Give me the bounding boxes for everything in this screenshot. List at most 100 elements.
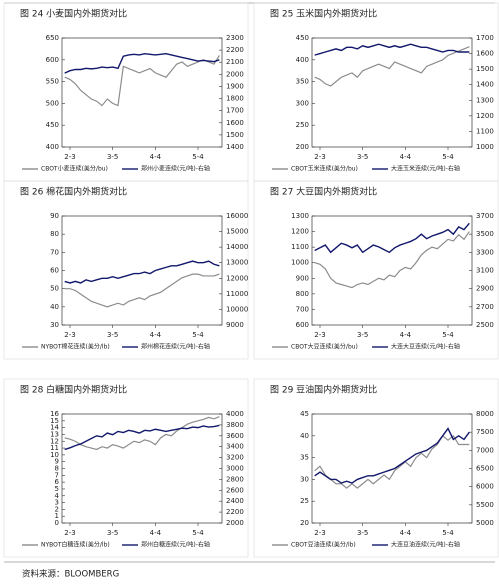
x-tick-label: 5-4 — [442, 153, 454, 161]
legend-label: CBOT小麦连续(美分/bu) — [41, 165, 108, 173]
y-tick-label: 0 — [55, 519, 59, 527]
legend-label: 大连大豆连续(元/吨)-右轴 — [391, 343, 460, 351]
y-tick-label: 5 — [55, 485, 59, 493]
x-tick-label: 3-5 — [357, 529, 368, 537]
y2-tick-label: 2800 — [226, 475, 244, 483]
y-tick-label: 4 — [55, 492, 60, 500]
x-tick-label: 2-3 — [64, 331, 75, 339]
plot-frame — [61, 413, 223, 524]
y2-tick-label: 6000 — [476, 483, 494, 491]
y2-tick-label: 5000 — [476, 519, 494, 527]
y2-tick-label: 12000 — [226, 274, 248, 282]
y-tick-label: 50 — [50, 285, 59, 293]
series-line — [314, 46, 470, 87]
chart-title: 图 29 豆油国内外期货对比 — [270, 384, 377, 396]
series-line — [314, 434, 470, 489]
cell-border — [253, 378, 499, 558]
legend-label: 郑州小麦连续(元/吨)-右轴 — [141, 165, 210, 173]
y2-tick-label: 2900 — [476, 285, 494, 293]
x-tick-label: 2-3 — [314, 529, 325, 537]
y2-tick-label: 3600 — [226, 432, 244, 440]
x-tick-label: 3-5 — [357, 153, 368, 161]
y-tick-label: 14 — [50, 424, 59, 432]
x-tick-label: 4-4 — [400, 153, 412, 161]
cell-border — [3, 2, 249, 182]
x-tick-label: 4-4 — [150, 153, 162, 161]
series-line — [64, 55, 220, 107]
x-tick-label: 2-3 — [64, 153, 75, 161]
y-tick-label: 250 — [296, 121, 309, 129]
x-tick-label: 4-4 — [150, 331, 162, 339]
y-tick-label: 10 — [50, 451, 59, 459]
series-line — [64, 416, 220, 451]
plot-frame — [311, 413, 473, 524]
chart-title: 图 28 白糖国内外期货对比 — [20, 384, 127, 396]
legend-label: NYBOT棉花连续(美分/lb) — [41, 343, 110, 351]
y-tick-label: 650 — [46, 34, 59, 42]
y2-tick-label: 1400 — [476, 81, 494, 89]
plot-frame — [61, 37, 223, 148]
series-line — [64, 260, 220, 284]
x-tick-label: 4-4 — [400, 529, 412, 537]
y-tick-label: 1100 — [291, 243, 309, 251]
y2-tick-label: 7000 — [476, 446, 494, 454]
x-tick-label: 3-5 — [107, 331, 118, 339]
y2-tick-label: 1300 — [476, 96, 494, 104]
y2-tick-label: 1200 — [476, 112, 494, 120]
y-tick-label: 20 — [300, 519, 309, 527]
y2-tick-label: 9000 — [226, 321, 244, 329]
y2-tick-label: 10000 — [226, 305, 248, 313]
x-tick-label: 2-3 — [314, 153, 325, 161]
y-tick-label: 1000 — [291, 259, 309, 267]
x-tick-label: 5-4 — [442, 529, 454, 537]
y2-tick-label: 2100 — [226, 58, 244, 66]
plot-frame — [61, 215, 223, 326]
source-note: 资料来源：BLOOMBERG — [22, 569, 119, 580]
y-tick-label: 600 — [296, 321, 309, 329]
legend-label: 大连豆油连续(元/吨)-右轴 — [391, 541, 460, 549]
y-tick-label: 35 — [300, 454, 309, 462]
y-tick-label: 40 — [50, 303, 59, 311]
y-tick-label: 400 — [296, 56, 309, 64]
series-line — [64, 273, 220, 308]
legend-label: CBOT豆油连续(美分/lb) — [291, 541, 356, 549]
y2-tick-label: 2200 — [226, 508, 244, 516]
y-tick-label: 60 — [50, 267, 59, 275]
y2-tick-label: 1800 — [226, 95, 244, 103]
y-tick-label: 1300 — [291, 212, 309, 220]
y-tick-label: 2 — [55, 505, 59, 513]
y-tick-label: 70 — [50, 248, 59, 256]
y2-tick-label: 2300 — [226, 34, 244, 42]
cell-border — [253, 2, 499, 182]
y2-tick-label: 2400 — [226, 497, 244, 505]
y2-tick-label: 3700 — [476, 212, 494, 220]
y-tick-label: 200 — [296, 143, 309, 151]
y-tick-label: 500 — [46, 99, 59, 107]
series-line — [314, 427, 470, 484]
y-tick-label: 25 — [300, 497, 309, 505]
y-tick-label: 3 — [55, 499, 59, 507]
y2-tick-label: 8000 — [476, 410, 494, 418]
y2-tick-label: 3000 — [226, 465, 244, 473]
x-tick-label: 5-4 — [192, 153, 204, 161]
y2-tick-label: 3100 — [476, 267, 494, 275]
y2-tick-label: 3800 — [226, 421, 244, 429]
y2-tick-label: 1700 — [476, 34, 494, 42]
y2-tick-label: 2000 — [226, 70, 244, 78]
x-tick-label: 4-4 — [150, 529, 162, 537]
y2-tick-label: 1500 — [476, 65, 494, 73]
plot-frame — [311, 37, 473, 148]
cell-border — [3, 378, 249, 558]
y2-tick-label: 7500 — [476, 428, 494, 436]
y2-tick-label: 1100 — [476, 127, 494, 135]
y-tick-label: 550 — [46, 78, 59, 86]
y2-tick-label: 1500 — [226, 131, 244, 139]
y2-tick-label: 15000 — [226, 228, 248, 236]
legend-label: NYBOT白糖连续(美分/lb) — [41, 541, 110, 549]
y2-tick-label: 16000 — [226, 212, 248, 220]
y2-tick-label: 11000 — [226, 290, 248, 298]
y-tick-label: 8 — [55, 465, 59, 473]
x-tick-label: 3-5 — [357, 331, 368, 339]
x-tick-label: 5-4 — [192, 529, 204, 537]
y2-tick-label: 6500 — [476, 465, 494, 473]
